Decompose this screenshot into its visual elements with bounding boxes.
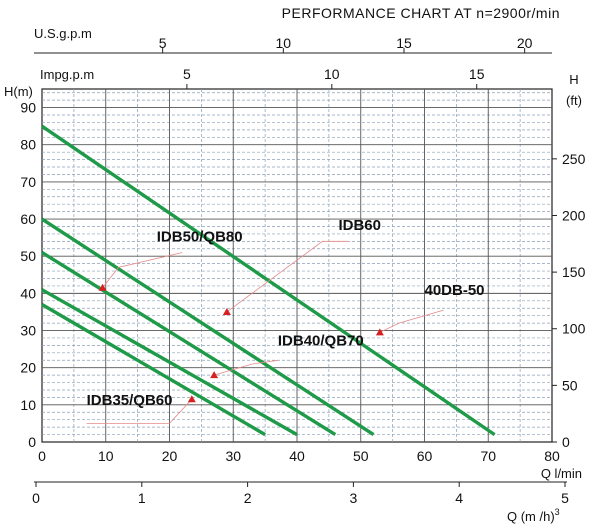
ft-tick-label: 50 bbox=[562, 377, 578, 393]
pump-curves bbox=[41, 124, 496, 437]
x-tick-label: 60 bbox=[417, 448, 433, 464]
curve-label-0: IDB35/QB60 bbox=[87, 392, 173, 409]
us-gpm-axis-label: U.S.g.p.m bbox=[34, 26, 92, 41]
ft-tick-label: 150 bbox=[562, 264, 586, 280]
y-tick-label: 30 bbox=[20, 323, 36, 339]
m3h-tick-label: 2 bbox=[244, 490, 252, 506]
y-tick-label: 60 bbox=[20, 211, 36, 227]
grid bbox=[41, 88, 553, 443]
imp-gpm-tick-label: 10 bbox=[324, 66, 340, 82]
x-tick-label: 10 bbox=[98, 448, 114, 464]
m3h-tick-label: 1 bbox=[138, 490, 146, 506]
y-tick-label: 40 bbox=[20, 285, 36, 301]
us-gpm-tick-label: 5 bbox=[159, 35, 167, 51]
curve-1 bbox=[41, 288, 298, 437]
y-axis-label: H(m) bbox=[4, 84, 33, 99]
ft-tick-label: 0 bbox=[562, 434, 570, 450]
x-tick-label: 20 bbox=[162, 448, 178, 464]
ft-tick-label: 200 bbox=[562, 207, 586, 223]
imp-gpm-axis-label: Impg.p.m bbox=[40, 67, 94, 82]
x-tick-label: 30 bbox=[225, 448, 241, 464]
y-tick-label: 80 bbox=[20, 137, 36, 153]
leader-line-4 bbox=[379, 309, 444, 333]
m3h-axis-label-superscript: 3 bbox=[555, 507, 560, 517]
leader-arrow-2 bbox=[98, 283, 107, 291]
curve-3 bbox=[41, 217, 375, 437]
y-tick-label: 70 bbox=[20, 174, 36, 190]
y-tick-label: 0 bbox=[28, 434, 36, 450]
leader-line-0 bbox=[86, 399, 193, 424]
m3h-axis-label: Q (m /h)3 bbox=[507, 507, 560, 524]
curve-label-4: 40DB-50 bbox=[425, 282, 485, 299]
leader-line-1 bbox=[213, 359, 278, 376]
m3h-axis-label-text: Q (m /h) bbox=[507, 509, 555, 524]
curve-0 bbox=[41, 303, 266, 437]
ft-axis-label-bottom: (ft) bbox=[566, 93, 582, 108]
curve-label-2: IDB50/QB80 bbox=[157, 228, 243, 245]
y-tick-label: 10 bbox=[20, 397, 36, 413]
m3h-tick-label: 4 bbox=[455, 490, 463, 506]
leader-arrow-4 bbox=[375, 328, 384, 336]
m3h-tick-label: 0 bbox=[32, 490, 40, 506]
leader-arrow-0 bbox=[187, 395, 196, 403]
leader-arrow-1 bbox=[210, 371, 219, 379]
leader-line-2 bbox=[102, 252, 183, 289]
m3h-tick-label: 5 bbox=[561, 490, 569, 506]
curve-4 bbox=[41, 124, 496, 437]
leader-arrow-3 bbox=[222, 307, 231, 315]
curve-2 bbox=[41, 251, 337, 437]
ft-tick-label: 100 bbox=[562, 321, 586, 337]
m3h-tick-label: 3 bbox=[350, 490, 358, 506]
imp-gpm-tick-label: 15 bbox=[469, 66, 485, 82]
us-gpm-tick-label: 20 bbox=[517, 35, 533, 51]
ft-axis-label-top: H bbox=[569, 72, 578, 87]
ft-tick-label: 250 bbox=[562, 151, 586, 167]
leader-line-3 bbox=[226, 240, 348, 313]
y-tick-label: 90 bbox=[20, 100, 36, 116]
chart-title: PERFORMANCE CHART AT n=2900r/min bbox=[282, 5, 560, 21]
x-tick-label: 0 bbox=[38, 448, 46, 464]
x-tick-label: 40 bbox=[289, 448, 305, 464]
curve-label-1: IDB40/QB70 bbox=[278, 332, 364, 349]
x-axis-label: Q l/min bbox=[541, 466, 582, 481]
y-tick-label: 50 bbox=[20, 248, 36, 264]
curve-label-3: IDB60 bbox=[338, 217, 381, 234]
y-tick-label: 20 bbox=[20, 360, 36, 376]
us-gpm-tick-label: 15 bbox=[396, 35, 412, 51]
imp-gpm-tick-label: 5 bbox=[183, 66, 191, 82]
curve-labels: IDB35/QB60 IDB40/QB70 IDB50/QB80 IDB60 40DB-… bbox=[86, 217, 485, 424]
x-tick-label: 80 bbox=[544, 448, 560, 464]
x-tick-label: 50 bbox=[353, 448, 369, 464]
us-gpm-tick-label: 10 bbox=[276, 35, 292, 51]
x-tick-label: 70 bbox=[480, 448, 496, 464]
